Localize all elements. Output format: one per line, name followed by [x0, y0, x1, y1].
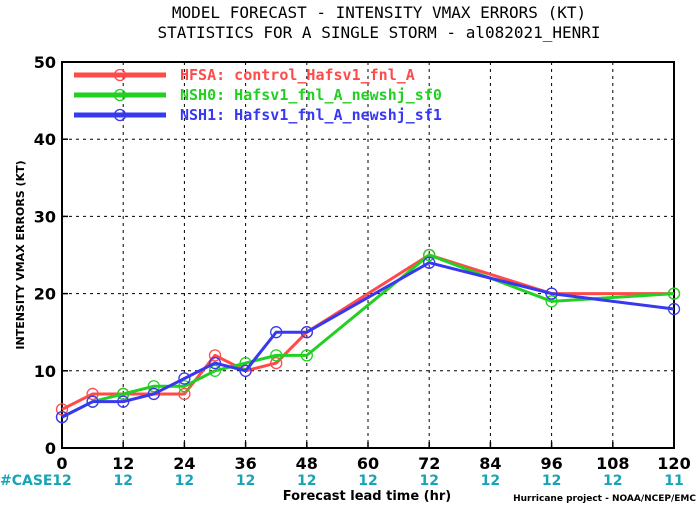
series-3-point: [55, 410, 69, 424]
chart-title: MODEL FORECAST - INTENSITY VMAX ERRORS (…: [172, 3, 586, 22]
x-tick-label: 84: [479, 454, 501, 473]
axis-ticks: 0 12 24 36 48 60 72 84 96 108 120 0 10 20 30 40 50: [34, 53, 691, 473]
case-count: 12: [175, 473, 194, 489]
case-count: 12: [419, 473, 438, 489]
grid: [62, 62, 674, 448]
y-tick-label: 10: [34, 362, 56, 381]
series-2-point: [423, 248, 436, 262]
y-tick-label: 40: [34, 130, 56, 149]
series-3-point: [239, 364, 252, 377]
series-2-point: [270, 349, 283, 362]
series-2-point: [300, 349, 313, 362]
x-tick-label: 36: [234, 454, 256, 473]
legend-label-3: NSH1: Hafsv1_fnl_A_newshj_sf1: [180, 106, 442, 124]
series-1-point: [270, 356, 283, 370]
x-tick-label: 108: [596, 454, 629, 473]
case-count: 12: [358, 473, 377, 489]
y-tick-label: 0: [45, 439, 56, 458]
x-tick-label: 120: [657, 454, 690, 473]
series-1-point: [208, 349, 222, 362]
x-axis-label: Forecast lead time (hr): [283, 489, 451, 504]
series-3-point: [208, 356, 222, 370]
x-tick-label: 60: [357, 454, 379, 473]
y-axis-label: INTENSITY VMAX ERRORS (KT): [14, 160, 27, 349]
legend-marker-2: [113, 88, 127, 102]
series-2-point: [667, 287, 681, 300]
case-count: 12: [113, 473, 132, 489]
series-3-point: [117, 395, 130, 408]
series-3-point: [86, 395, 99, 408]
x-tick-label: 24: [173, 454, 195, 473]
legend: HFSA: control_Hafsv1_fnl_A NSH0: Hafsv1_f…: [74, 66, 442, 124]
series-3-point: [423, 256, 436, 269]
y-tick-label: 50: [34, 53, 56, 72]
y-tick-label: 30: [34, 207, 56, 226]
legend-marker-3: [113, 108, 127, 122]
case-count: 11: [664, 473, 683, 489]
legend-label-1: HFSA: control_Hafsv1_fnl_A: [180, 66, 415, 84]
series-2-point: [117, 387, 130, 401]
series-1-point: [86, 387, 99, 401]
series-3-point: [667, 302, 681, 316]
case-count: 12: [52, 473, 71, 489]
x-tick-label: 48: [296, 454, 318, 473]
chart-subtitle: STATISTICS FOR A SINGLE STORM - al082021…: [157, 23, 600, 42]
case-count: 12: [603, 473, 622, 489]
x-tick-label: 0: [56, 454, 67, 473]
case-count: 12: [481, 473, 500, 489]
series-3-point: [270, 326, 283, 339]
case-counts: 12 12 12 12 12 12 12 12 12 12 11: [52, 473, 683, 489]
case-label: #CASE: [0, 473, 53, 489]
x-tick-label: 72: [418, 454, 440, 473]
series-3-point: [178, 372, 191, 385]
series-3-point: [147, 387, 160, 401]
case-count: 12: [297, 473, 316, 489]
y-tick-label: 20: [34, 285, 56, 304]
series-2-point: [178, 380, 191, 393]
case-count: 12: [236, 473, 255, 489]
series-1-point: [55, 403, 69, 416]
legend-marker-1: [113, 68, 127, 82]
series-2-point: [545, 295, 558, 308]
series-2-point: [147, 380, 160, 393]
series: [55, 248, 681, 424]
x-tick-label: 12: [112, 454, 134, 473]
series-2-point: [208, 364, 222, 377]
series-3-point: [300, 326, 313, 339]
x-tick-label: 96: [540, 454, 562, 473]
case-count: 12: [542, 473, 561, 489]
credit-text: Hurricane project - NOAA/NCEP/EMC: [513, 494, 696, 504]
legend-label-2: NSH0: Hafsv1_fnl_A_newshj_sf0: [180, 86, 442, 104]
series-3-point: [545, 287, 558, 300]
series-1-point: [178, 387, 191, 401]
